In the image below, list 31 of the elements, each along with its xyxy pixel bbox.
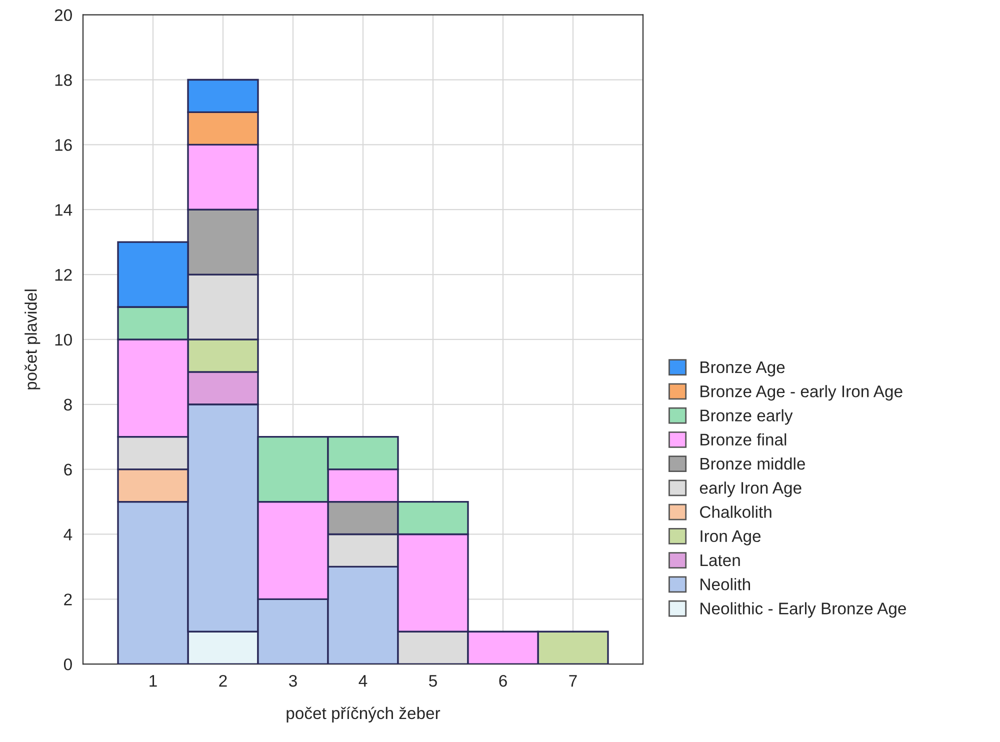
y-tick-label: 10: [55, 334, 72, 346]
y-axis-title: počet plavidel: [24, 290, 40, 390]
legend-label: Neolith: [700, 578, 750, 590]
y-tick-label: 6: [64, 464, 72, 476]
x-tick-label: 1: [150, 675, 157, 687]
x-tick-label: 2: [219, 674, 227, 687]
y-tick-label: 18: [55, 74, 72, 86]
legend-label: Bronze final: [700, 433, 786, 446]
x-tick-label: 4: [358, 675, 368, 687]
legend-label: Laten: [700, 554, 740, 566]
x-tick-label: 3: [289, 674, 297, 687]
legend-label: Neolithic - Early Bronze Age: [700, 602, 906, 618]
y-tick-label: 8: [64, 398, 72, 411]
legend-label: Iron Age: [700, 530, 761, 546]
legend-label: Bronze Age: [700, 362, 785, 376]
x-tick-label: 7: [569, 675, 577, 687]
x-tick-label: 6: [499, 674, 507, 687]
y-tick-label: 2: [64, 594, 72, 606]
y-tick-label: 14: [55, 204, 72, 216]
y-tick-label: 0: [64, 658, 72, 670]
legend-label: early Iron Age: [700, 482, 802, 498]
x-axis-title: počet příčných žeber: [286, 706, 440, 722]
y-tick-label: 4: [64, 528, 72, 540]
y-tick-label: 20: [54, 9, 72, 22]
legend-label: Bronze middle: [700, 457, 805, 470]
y-tick-label: 16: [55, 139, 72, 151]
x-tick-label: 5: [429, 675, 437, 687]
legend-label: Chalkolith: [700, 506, 772, 518]
legend-label: Bronze early: [700, 409, 793, 425]
y-tick-label: 12: [55, 268, 72, 281]
legend-label: Bronze Age - early Iron Age: [700, 385, 902, 401]
